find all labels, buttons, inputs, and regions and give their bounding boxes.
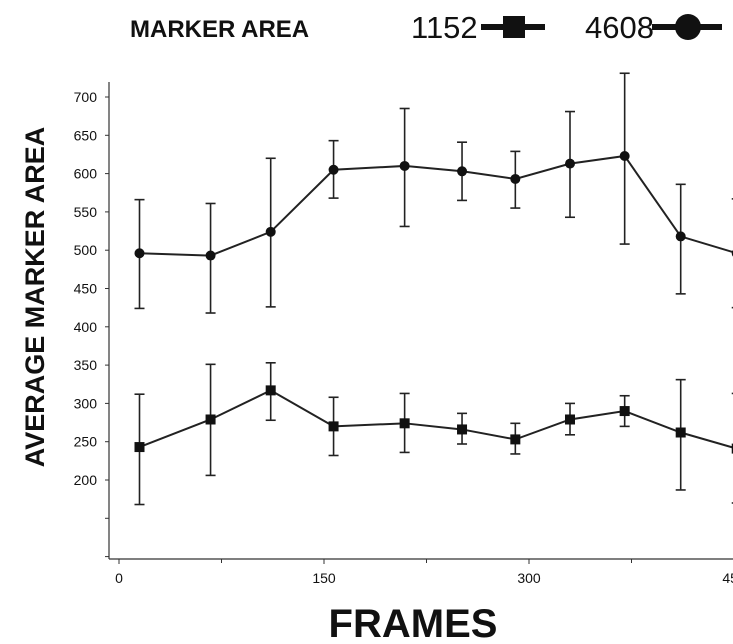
data-point xyxy=(565,158,575,169)
data-point xyxy=(565,414,575,425)
data-point xyxy=(510,173,521,184)
y-tick-label-550: 550 xyxy=(74,204,98,220)
y-tick-label-300: 300 xyxy=(74,395,98,411)
y-tick-label-650: 650 xyxy=(74,127,98,143)
x-tick-label-300: 300 xyxy=(517,570,541,586)
legend-label-1152: 1152 xyxy=(411,10,478,45)
x-axis-ticks: 0150300450600750 xyxy=(115,559,733,586)
legend-marker-circle-icon xyxy=(652,14,722,40)
x-tick-label-150: 150 xyxy=(312,570,336,586)
plot-area xyxy=(134,72,733,506)
data-point xyxy=(399,418,410,429)
data-point xyxy=(134,442,145,453)
series-line-4608 xyxy=(139,154,733,257)
y-tick-label-600: 600 xyxy=(74,166,98,182)
data-point xyxy=(265,385,276,396)
legend: MARKER AREA 1152 4608 xyxy=(130,10,722,45)
data-point xyxy=(675,231,686,242)
x-tick-label-0: 0 xyxy=(115,570,123,586)
data-point xyxy=(619,150,630,161)
data-point xyxy=(675,427,686,438)
data-point xyxy=(134,248,145,259)
data-point xyxy=(457,166,468,177)
y-axis-ticks: 200 250 300 350 400 450 500 550 600 650 700 xyxy=(74,89,109,558)
y-tick-label-350: 350 xyxy=(74,357,98,373)
series-4608 xyxy=(134,72,733,314)
legend-marker-square-icon xyxy=(481,16,545,38)
data-point xyxy=(328,164,339,175)
y-tick-label-200: 200 xyxy=(74,472,98,488)
y-axis-title: AVERAGE MARKER AREA xyxy=(20,127,50,468)
data-point xyxy=(265,226,276,237)
y-tick-label-250: 250 xyxy=(74,434,98,450)
y-tick-label-700: 700 xyxy=(74,89,98,105)
data-point xyxy=(399,160,410,171)
series-1152 xyxy=(134,362,733,506)
x-axis-title: FRAMES xyxy=(329,602,498,644)
legend-label-4608: 4608 xyxy=(585,10,654,45)
y-tick-label-450: 450 xyxy=(74,281,98,297)
data-point xyxy=(328,421,339,432)
data-point xyxy=(205,414,216,425)
data-point xyxy=(619,406,630,417)
x-tick-label-450: 450 xyxy=(722,570,733,586)
y-tick-label-400: 400 xyxy=(74,319,98,335)
series-line-1152 xyxy=(139,389,733,449)
data-point xyxy=(457,424,468,435)
legend-title: MARKER AREA xyxy=(130,16,309,43)
data-point xyxy=(510,434,521,445)
data-point xyxy=(731,443,733,454)
y-tick-label-500: 500 xyxy=(74,242,98,258)
data-point xyxy=(205,250,216,261)
